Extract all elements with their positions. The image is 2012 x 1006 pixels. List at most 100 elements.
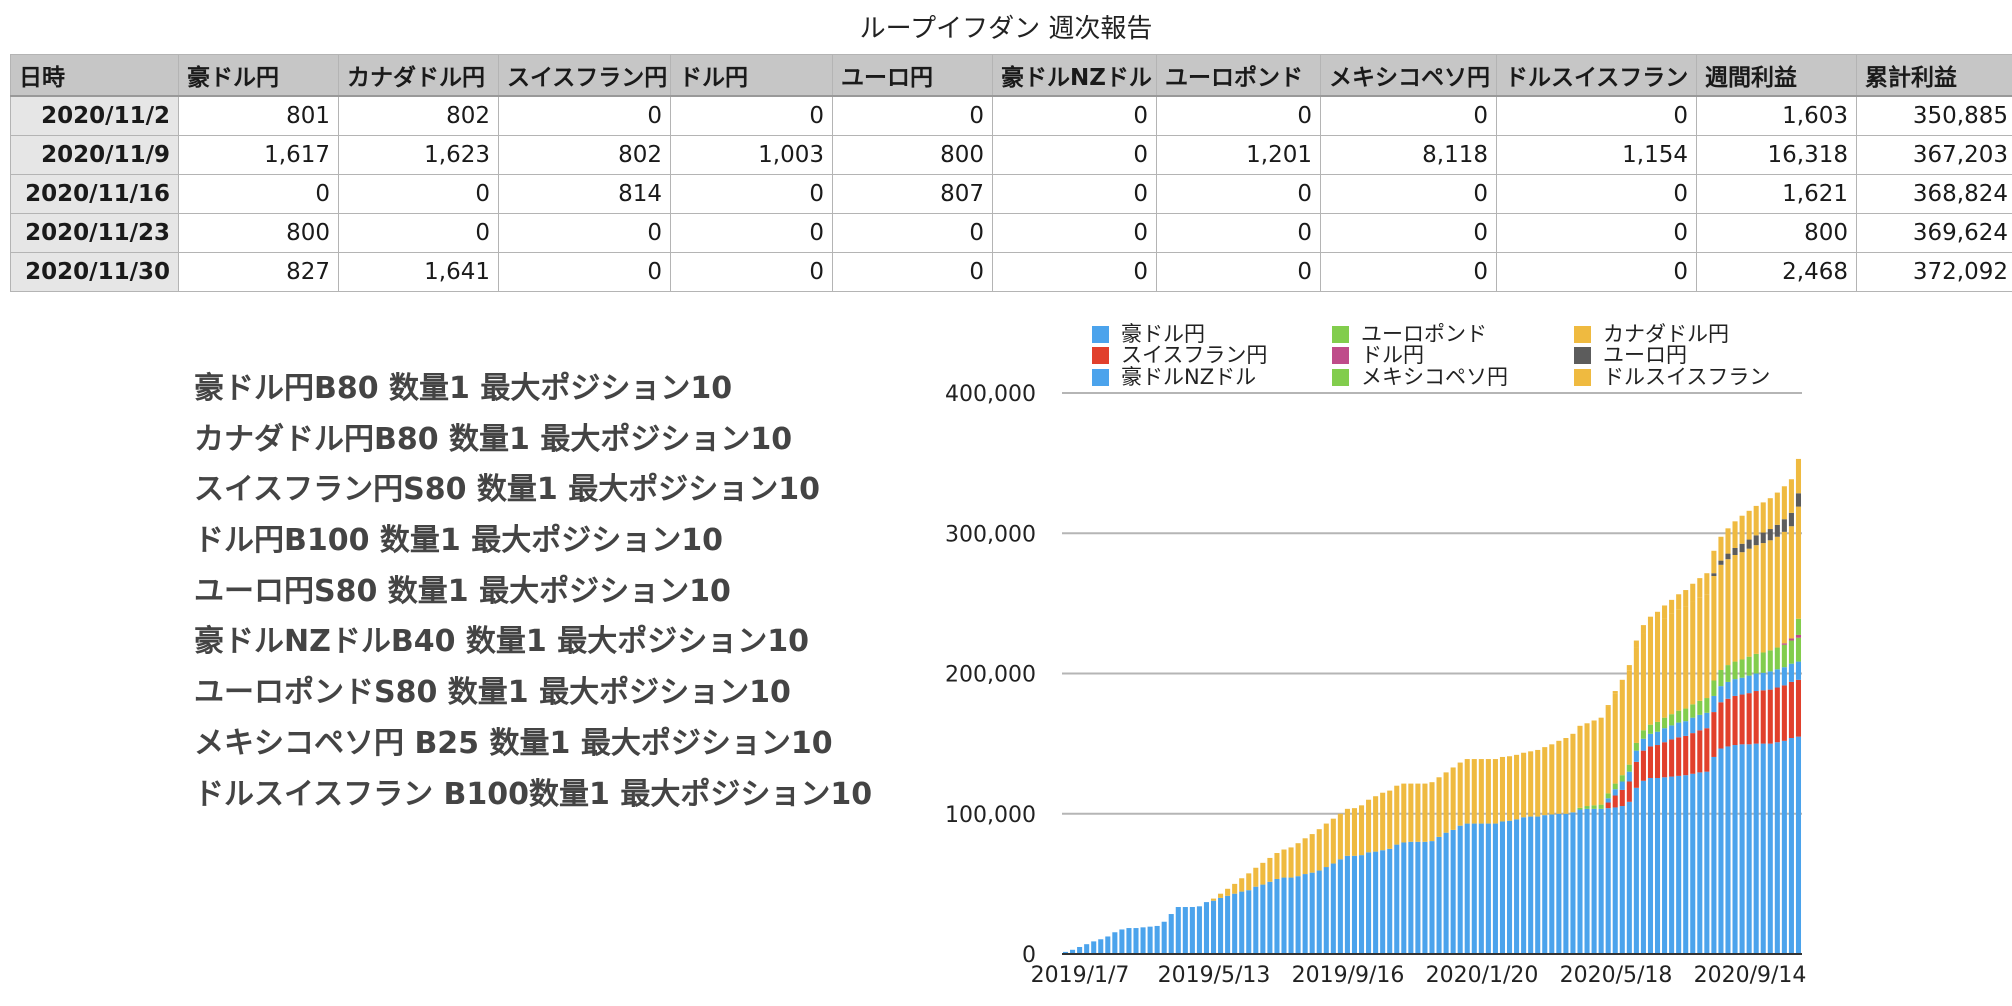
bar-segment bbox=[1302, 874, 1308, 954]
bar-segment bbox=[1218, 897, 1224, 954]
bar-segment bbox=[1373, 796, 1379, 852]
bar-segment bbox=[1408, 783, 1414, 842]
bar-segment bbox=[1309, 834, 1315, 873]
bar-segment bbox=[1499, 756, 1506, 822]
bar-segment bbox=[1577, 725, 1583, 808]
value-cell: 802 bbox=[338, 95, 499, 136]
bar-segment bbox=[1683, 606, 1689, 709]
column-header: 日時 bbox=[10, 54, 179, 97]
x-tick-label: 2019/5/13 bbox=[1158, 963, 1271, 988]
bar-segment bbox=[1760, 652, 1766, 673]
bar-segment bbox=[1669, 739, 1675, 777]
bar-segment bbox=[1415, 783, 1421, 842]
bar-segment bbox=[1239, 878, 1245, 892]
bar-segment bbox=[1373, 851, 1379, 954]
bar-segment bbox=[1746, 744, 1752, 954]
legend-swatch bbox=[1092, 326, 1109, 343]
bar-segment bbox=[1697, 730, 1703, 773]
bar-segment bbox=[1795, 506, 1802, 619]
bar-segment bbox=[1781, 685, 1787, 741]
bar-segment bbox=[1683, 775, 1689, 954]
bar-segment bbox=[1105, 936, 1111, 954]
bar-segment bbox=[1577, 809, 1583, 954]
bar-segment bbox=[1535, 816, 1541, 954]
bar-segment bbox=[1788, 479, 1794, 513]
bar-segment bbox=[1337, 813, 1343, 860]
bar-segment bbox=[1563, 738, 1569, 814]
bar-segment bbox=[1408, 841, 1414, 954]
bar-segment bbox=[1612, 693, 1618, 784]
bar-segment bbox=[1605, 802, 1611, 809]
value-cell: 350,885 bbox=[1856, 95, 2012, 136]
date-cell: 2020/11/23 bbox=[10, 213, 179, 253]
legend-swatch bbox=[1574, 347, 1591, 364]
bar-segment bbox=[1774, 669, 1780, 688]
value-cell: 368,824 bbox=[1856, 174, 2012, 214]
value-cell: 0 bbox=[498, 252, 671, 292]
bar-segment bbox=[1267, 881, 1273, 954]
bar-segment bbox=[1753, 691, 1759, 744]
bar-segment bbox=[1781, 486, 1787, 520]
legend-label: 豪ドル円 bbox=[1121, 322, 1205, 346]
bar-segment bbox=[1225, 888, 1231, 896]
value-cell: 1,617 bbox=[178, 135, 339, 175]
bar-segment bbox=[1739, 694, 1745, 745]
bar-segment bbox=[1711, 695, 1717, 713]
bar-segment bbox=[1246, 890, 1252, 954]
bar-segment bbox=[1584, 723, 1590, 807]
value-cell: 372,092 bbox=[1856, 252, 2012, 292]
bar-segment bbox=[1323, 867, 1329, 954]
bar-segment bbox=[1746, 656, 1752, 676]
bar-segment bbox=[1711, 680, 1717, 696]
bar-segment bbox=[1676, 594, 1682, 610]
bar-segment bbox=[1605, 793, 1611, 799]
bar-segment bbox=[1795, 618, 1802, 635]
bar-segment bbox=[1690, 733, 1696, 774]
strategy-item: ドルスイスフラン B100数量1 最大ポジション10 bbox=[194, 776, 873, 812]
value-cell: 1,641 bbox=[338, 252, 499, 292]
value-cell: 0 bbox=[338, 174, 499, 214]
bar-segment bbox=[1521, 817, 1527, 954]
bar-segment bbox=[1654, 745, 1661, 778]
value-cell: 1,623 bbox=[338, 135, 499, 175]
bar-segment bbox=[1098, 939, 1104, 954]
bar-segment bbox=[1344, 808, 1350, 856]
bar-segment bbox=[1549, 744, 1555, 815]
bar-segment bbox=[1584, 808, 1590, 954]
bar-segment bbox=[1633, 761, 1639, 788]
legend-swatch bbox=[1332, 369, 1349, 386]
bar-segment bbox=[1288, 877, 1294, 954]
bar-segment bbox=[1767, 743, 1773, 955]
x-tick-label: 2019/1/7 bbox=[1031, 963, 1130, 988]
bar-segment bbox=[1753, 673, 1759, 692]
bar-segment bbox=[1485, 823, 1491, 954]
bar-segment bbox=[1767, 540, 1773, 651]
bar-segment bbox=[1662, 618, 1668, 718]
bar-segment bbox=[1351, 808, 1358, 856]
y-tick-label: 0 bbox=[1022, 943, 1036, 968]
value-cell: 0 bbox=[832, 95, 993, 136]
bar-segment bbox=[1718, 702, 1724, 749]
strategy-item: スイスフラン円S80 数量1 最大ポジション10 bbox=[194, 472, 820, 508]
bar-segment bbox=[1640, 780, 1646, 954]
bar-segment bbox=[1457, 762, 1463, 826]
bar-segment bbox=[1690, 583, 1696, 602]
bar-segment bbox=[1788, 638, 1794, 641]
bar-segment bbox=[1140, 927, 1146, 954]
bar-segment bbox=[1795, 458, 1802, 494]
bar-segment bbox=[1774, 647, 1780, 670]
bar-segment bbox=[1577, 807, 1583, 810]
bar-segment bbox=[1711, 573, 1717, 577]
bar-segment bbox=[1781, 531, 1787, 644]
bar-segment bbox=[1690, 773, 1696, 954]
value-cell: 802 bbox=[498, 135, 671, 175]
bar-segment bbox=[1669, 776, 1675, 954]
bar-segment bbox=[1753, 545, 1759, 654]
date-cell: 2020/11/30 bbox=[10, 252, 179, 292]
strategy-item: ユーロポンドS80 数量1 最大ポジション10 bbox=[194, 675, 791, 711]
table-row: 2020/11/2 801 802 0 0 0 0 0 0 0 1,603 350,885 bbox=[10, 95, 2012, 136]
bar-segment bbox=[1330, 818, 1336, 864]
bar-segment bbox=[1654, 731, 1661, 746]
legend-label: カナダドル円 bbox=[1603, 322, 1729, 346]
